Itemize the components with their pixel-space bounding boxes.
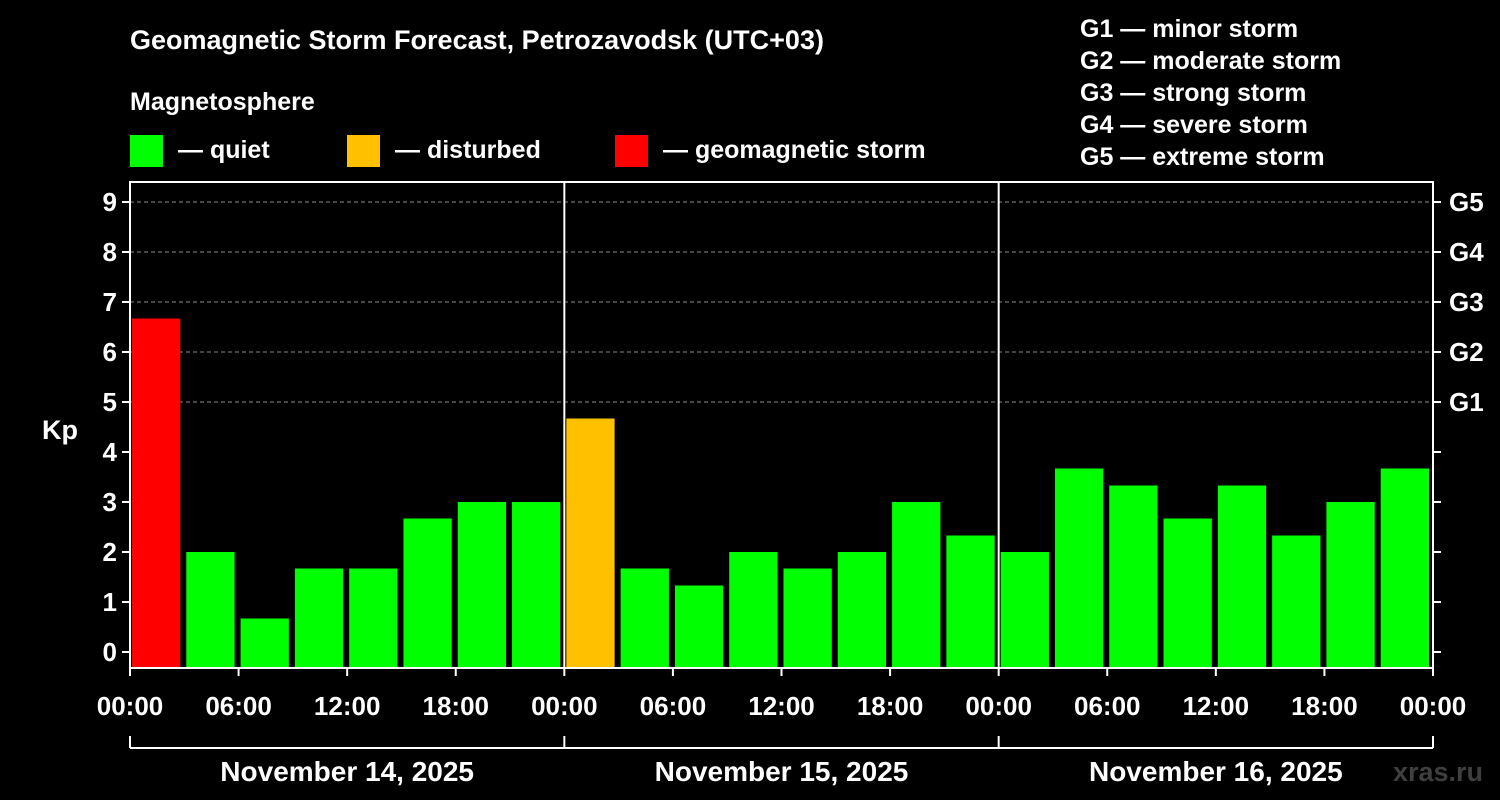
bars <box>132 318 1429 668</box>
x-tick-label: 18:00 <box>423 691 490 721</box>
y-tick-label: 7 <box>103 287 117 317</box>
x-tick-label: 12:00 <box>314 691 381 721</box>
y-tick-label: 5 <box>103 387 117 417</box>
x-tick-label: 18:00 <box>857 691 924 721</box>
g-level-label: G3 <box>1449 287 1484 317</box>
chart-title: Geomagnetic Storm Forecast, Petrozavodsk… <box>130 25 824 55</box>
bar <box>294 568 344 668</box>
x-tick-label: 00:00 <box>97 691 164 721</box>
y-tick-label: 9 <box>103 187 117 217</box>
bar <box>512 502 561 668</box>
legend-label: — disturbed <box>395 136 541 164</box>
x-tick-label: 00:00 <box>531 691 598 721</box>
x-tick-label: 06:00 <box>1074 691 1141 721</box>
legend-swatch <box>347 135 380 167</box>
g-level-label: G1 <box>1449 387 1484 417</box>
bar <box>132 318 181 668</box>
bar <box>783 568 832 668</box>
storm-scale-item: G2 — moderate storm <box>1080 47 1341 75</box>
y-tick-label: 4 <box>103 437 118 467</box>
y-tick-label: 0 <box>103 637 117 667</box>
legend-swatch <box>130 135 163 167</box>
y-tick-label: 6 <box>103 337 117 367</box>
day-label: November 14, 2025 <box>220 756 474 787</box>
bar <box>837 552 887 668</box>
bar <box>566 418 615 668</box>
bar <box>892 502 941 668</box>
g-level-label: G4 <box>1449 237 1484 267</box>
grid-lines <box>130 201 1433 403</box>
bar <box>1109 485 1158 668</box>
bar <box>1054 468 1104 668</box>
bar <box>620 568 669 668</box>
storm-scale-item: G5 — extreme storm <box>1080 143 1325 171</box>
y-tick-label: 3 <box>103 487 117 517</box>
x-tick-label: 12:00 <box>748 691 815 721</box>
legend-label: — quiet <box>178 136 270 164</box>
legend: — quiet — disturbed — geomagnetic storm <box>130 135 926 167</box>
bar <box>1380 468 1429 668</box>
bar <box>186 552 235 668</box>
legend-heading: Magnetosphere <box>130 88 315 116</box>
y-tick-label: 2 <box>103 537 117 567</box>
bar <box>457 502 507 668</box>
bar <box>349 568 398 668</box>
legend-label: — geomagnetic storm <box>663 136 926 164</box>
x-tick-label: 06:00 <box>205 691 272 721</box>
bar <box>729 552 778 668</box>
bar <box>1217 485 1267 668</box>
bar <box>1272 535 1321 668</box>
x-tick-label: 12:00 <box>1183 691 1250 721</box>
y-axis-label: Kp <box>42 415 78 445</box>
bar <box>1326 502 1375 668</box>
day-label: November 15, 2025 <box>655 756 909 787</box>
x-tick-label: 00:00 <box>1400 691 1467 721</box>
watermark: xras.ru <box>1393 757 1483 787</box>
storm-scale-item: G3 — strong storm <box>1080 79 1306 107</box>
bar <box>1000 552 1049 668</box>
y-tick-label: 1 <box>103 587 117 617</box>
bar <box>674 585 724 668</box>
y-tick-label: 8 <box>103 237 117 267</box>
g-level-label: G2 <box>1449 337 1484 367</box>
storm-scale-item: G1 — minor storm <box>1080 15 1298 43</box>
bar <box>240 618 289 668</box>
bar <box>1163 518 1212 668</box>
storm-scale-item: G4 — severe storm <box>1080 111 1308 139</box>
x-tick-label: 06:00 <box>640 691 707 721</box>
day-label: November 16, 2025 <box>1089 756 1343 787</box>
legend-swatch <box>615 135 648 167</box>
bar <box>403 518 452 668</box>
axes: 0 1 2 3 4 5 6 7 8 9 G1 G2 G3 G4 G5 00:00 06:00 12:00 18:00… <box>97 181 1484 787</box>
x-tick-label: 00:00 <box>965 691 1032 721</box>
g-level-label: G5 <box>1449 187 1484 217</box>
x-tick-label: 18:00 <box>1291 691 1358 721</box>
storm-scale-legend: G1 — minor storm G2 — moderate storm G3 — … <box>1080 15 1341 171</box>
bar <box>946 535 995 668</box>
